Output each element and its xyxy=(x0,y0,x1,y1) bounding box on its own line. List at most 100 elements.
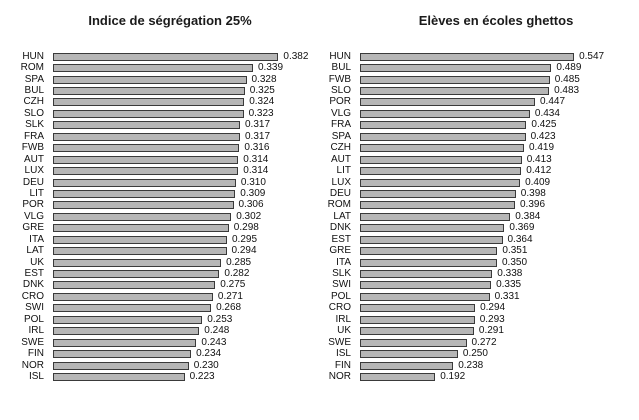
bar-row: AUT 0.413 xyxy=(307,154,639,165)
value-label: 0.250 xyxy=(462,348,488,360)
bar-row: NOR 0.192 xyxy=(307,371,639,382)
bar-row: GRE 0.351 xyxy=(307,245,639,256)
bar-row: BUL 0.489 xyxy=(307,62,639,73)
bar xyxy=(53,121,240,130)
bar-row: IRL 0.293 xyxy=(307,314,639,325)
country-label: SWE xyxy=(328,336,351,348)
value-label: 0.314 xyxy=(243,165,269,177)
bar-row: EST 0.364 xyxy=(307,234,639,245)
value-label: 0.268 xyxy=(216,302,242,314)
bar xyxy=(360,235,503,244)
bar xyxy=(53,201,234,210)
value-label: 0.272 xyxy=(471,336,497,348)
bar-row: SWE 0.243 xyxy=(0,337,307,348)
bar-row: DNK 0.369 xyxy=(307,223,639,234)
bar xyxy=(53,292,213,301)
bar xyxy=(53,281,216,290)
bar xyxy=(360,75,550,84)
chart-title-segregation-index: Indice de ségrégation 25% xyxy=(88,13,252,28)
value-label: 0.243 xyxy=(201,336,227,348)
bar xyxy=(53,109,244,118)
bar xyxy=(360,178,521,187)
bar xyxy=(360,304,476,313)
value-label: 0.294 xyxy=(480,302,506,314)
country-label: UK xyxy=(30,256,44,268)
bar-row: HUN 0.547 xyxy=(307,51,639,62)
country-label: SLK xyxy=(25,119,44,131)
value-label: 0.324 xyxy=(249,96,275,108)
bar xyxy=(53,87,245,96)
bar xyxy=(53,212,232,221)
bar xyxy=(360,315,475,324)
bar-row: ITA 0.350 xyxy=(307,257,639,268)
bar-row: ISL 0.223 xyxy=(0,371,307,382)
value-label: 0.323 xyxy=(248,107,274,119)
chart-segregation-index: Indice de ségrégation 25% HUN 0.382 ROM 0.3… xyxy=(0,0,309,383)
bar-row: SWI 0.335 xyxy=(307,280,639,291)
country-label: UK xyxy=(337,325,351,337)
value-label: 0.350 xyxy=(502,256,528,268)
value-label: 0.192 xyxy=(440,370,466,382)
value-label: 0.310 xyxy=(240,176,266,188)
bar xyxy=(360,372,436,381)
country-label: LIT xyxy=(336,165,351,177)
bar xyxy=(53,361,189,370)
country-label: LAT xyxy=(26,245,44,257)
country-label: BUL xyxy=(24,85,44,97)
bar-row: DEU 0.310 xyxy=(0,177,307,188)
value-label: 0.413 xyxy=(526,153,552,165)
value-label: 0.238 xyxy=(458,359,484,371)
value-label: 0.547 xyxy=(579,50,605,62)
value-label: 0.316 xyxy=(244,142,270,154)
value-label: 0.423 xyxy=(530,130,556,142)
country-label: LIT xyxy=(29,187,44,199)
country-label: EST xyxy=(331,233,351,245)
bar-row: LIT 0.309 xyxy=(0,188,307,199)
bar-row: ROM 0.339 xyxy=(0,62,307,73)
bar xyxy=(360,121,527,130)
country-label: FWB xyxy=(328,73,351,85)
value-label: 0.253 xyxy=(207,313,233,325)
bar xyxy=(53,350,192,359)
value-label: 0.302 xyxy=(236,210,262,222)
country-label: DNK xyxy=(22,279,44,291)
value-label: 0.275 xyxy=(220,279,246,291)
country-label: LUX xyxy=(24,165,44,177)
value-label: 0.434 xyxy=(534,107,560,119)
value-label: 0.230 xyxy=(193,359,219,371)
bar xyxy=(360,109,530,118)
bar-rows-segregation-index: HUN 0.382 ROM 0.339 SPA 0.328 BUL 0.325 CZH 0.324… xyxy=(0,51,309,383)
country-label: SWI xyxy=(25,302,44,314)
bar xyxy=(360,270,493,279)
value-label: 0.234 xyxy=(196,348,222,360)
bar-row: FWB 0.316 xyxy=(0,143,307,154)
country-label: SWE xyxy=(21,336,44,348)
bar xyxy=(53,155,239,164)
bar-row: SWE 0.272 xyxy=(307,337,639,348)
bar-row: BUL 0.325 xyxy=(0,85,307,96)
country-label: CZH xyxy=(330,142,351,154)
bar xyxy=(360,52,575,61)
bar-row: ROM 0.396 xyxy=(307,200,639,211)
country-label: AUT xyxy=(331,153,351,165)
country-label: NOR xyxy=(328,370,351,382)
bar xyxy=(53,167,239,176)
country-label: FWB xyxy=(21,142,44,154)
bar-row: AUT 0.314 xyxy=(0,154,307,165)
country-label: FRA xyxy=(331,119,351,131)
bar-row: HUN 0.382 xyxy=(0,51,308,62)
bar-row: EST 0.282 xyxy=(0,268,307,279)
bar xyxy=(360,247,498,256)
country-label: ROM xyxy=(327,199,351,211)
bar xyxy=(53,189,236,198)
bar xyxy=(360,98,535,107)
value-label: 0.317 xyxy=(245,119,271,131)
value-label: 0.369 xyxy=(509,222,535,234)
bar-row: ISL 0.250 xyxy=(307,348,639,359)
value-label: 0.489 xyxy=(556,62,582,74)
value-label: 0.331 xyxy=(494,290,520,302)
country-label: LAT xyxy=(333,210,351,222)
value-label: 0.328 xyxy=(251,73,277,85)
country-label: ISL xyxy=(28,370,44,382)
